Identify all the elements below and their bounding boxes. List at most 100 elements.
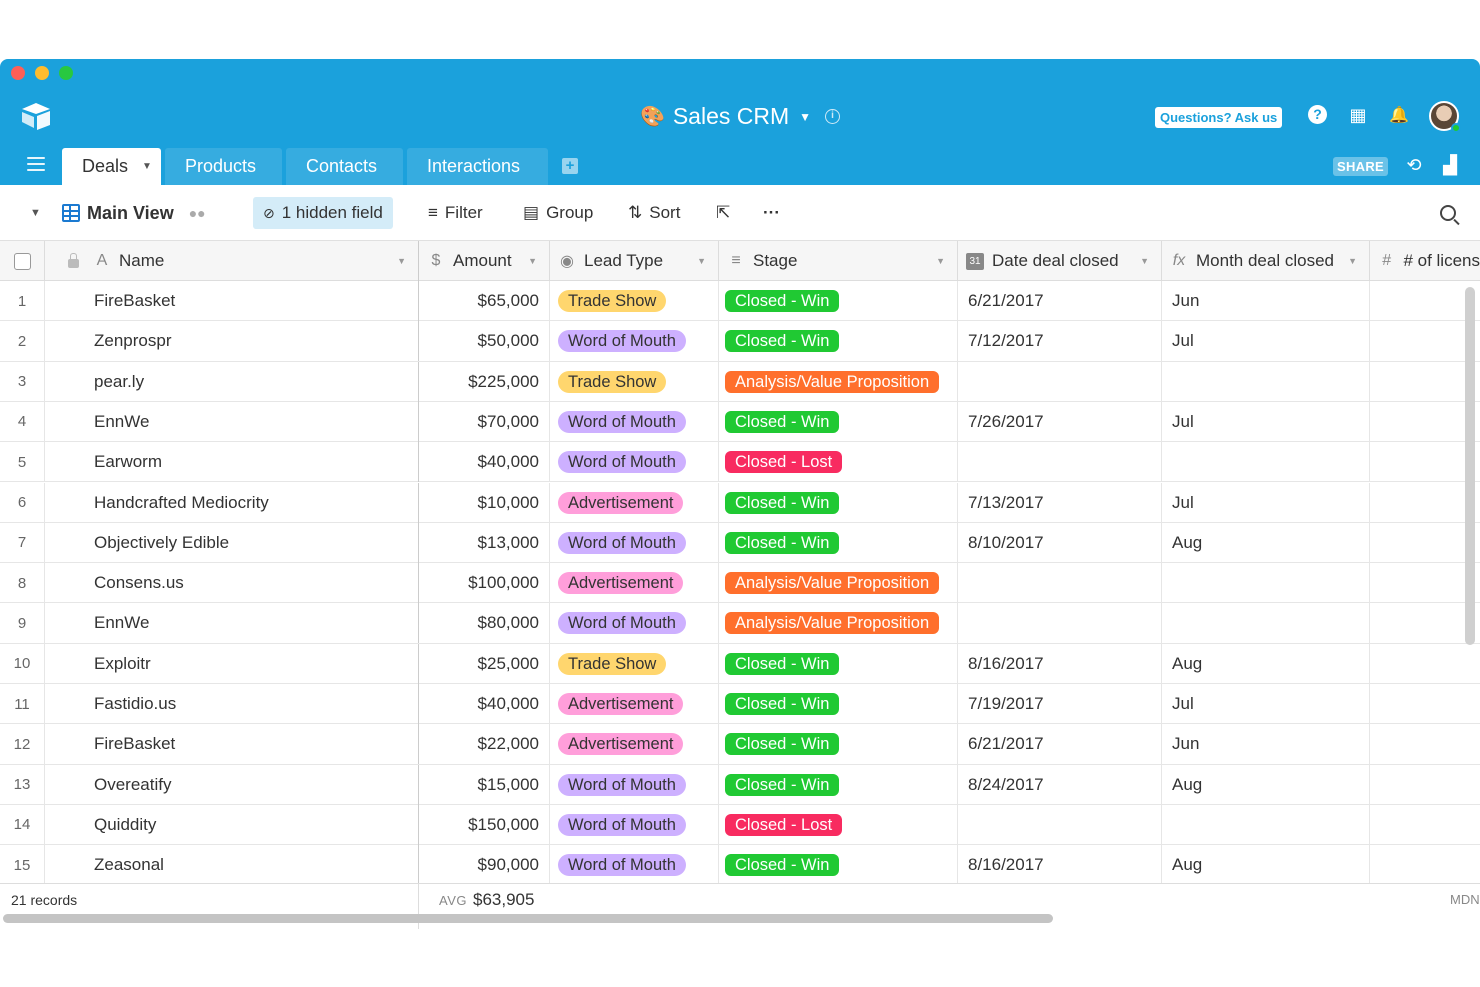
- cell-stage[interactable]: Closed - Win: [719, 401, 958, 442]
- cell-name[interactable]: Consens.us: [45, 563, 419, 604]
- cell-lead-type[interactable]: Word of Mouth: [550, 764, 719, 805]
- table-row[interactable]: 1 FireBasket $65,000 Trade Show Closed - Win…: [0, 281, 1480, 322]
- table-row[interactable]: 4 EnnWe $70,000 Word of Mouth Closed - Win 7/…: [0, 401, 1480, 443]
- bell-icon[interactable]: 🔔: [1389, 107, 1409, 124]
- table-row[interactable]: 7 Objectively Edible $13,000 Word of Mouth C…: [0, 522, 1480, 564]
- cell-name[interactable]: Quiddity: [45, 804, 419, 845]
- cell-name[interactable]: Zenprospr: [45, 321, 419, 362]
- cell-licenses[interactable]: [1370, 805, 1480, 845]
- minimize-window-button[interactable]: [35, 66, 49, 80]
- cell-date-closed[interactable]: [958, 563, 1162, 604]
- cell-licenses[interactable]: [1370, 442, 1480, 482]
- cell-name[interactable]: FireBasket: [45, 724, 419, 765]
- table-row[interactable]: 2 Zenprospr $50,000 Word of Mouth Closed - W…: [0, 321, 1480, 362]
- cell-stage[interactable]: Closed - Lost: [719, 442, 958, 483]
- cell-name[interactable]: pear.ly: [45, 361, 419, 402]
- table-row[interactable]: 15 Zeasonal $90,000 Word of Mouth Closed - W…: [0, 845, 1480, 886]
- cell-licenses[interactable]: [1370, 563, 1480, 603]
- amount-summary[interactable]: AVG $63,905: [439, 890, 535, 909]
- cell-stage[interactable]: Closed - Win: [719, 643, 958, 684]
- cell-stage[interactable]: Analysis/Value Proposition: [719, 603, 958, 644]
- cell-amount[interactable]: $10,000: [419, 482, 550, 523]
- cell-stage[interactable]: Closed - Win: [719, 522, 958, 563]
- cell-name[interactable]: Overeatify: [45, 764, 419, 805]
- cell-lead-type[interactable]: Trade Show: [550, 281, 719, 321]
- apps-icon[interactable]: ▦: [1349, 105, 1367, 125]
- cell-amount[interactable]: $70,000: [419, 401, 550, 442]
- cell-lead-type[interactable]: Word of Mouth: [550, 804, 719, 845]
- vertical-scrollbar[interactable]: [1465, 287, 1475, 645]
- chevron-down-icon[interactable]: ▼: [799, 109, 812, 124]
- cell-date-closed[interactable]: 8/10/2017: [958, 522, 1162, 563]
- cell-amount[interactable]: $22,000: [419, 724, 550, 765]
- chevron-down-icon[interactable]: ▼: [697, 256, 706, 266]
- cell-licenses[interactable]: [1370, 362, 1480, 402]
- cell-date-closed[interactable]: 7/26/2017: [958, 401, 1162, 442]
- tab-contacts[interactable]: Contacts: [286, 148, 403, 185]
- cell-amount[interactable]: $15,000: [419, 764, 550, 805]
- select-all-checkbox[interactable]: [0, 241, 45, 281]
- cell-date-closed[interactable]: [958, 361, 1162, 402]
- cell-licenses[interactable]: [1370, 483, 1480, 523]
- search-icon[interactable]: [1440, 205, 1456, 221]
- cell-lead-type[interactable]: Trade Show: [550, 361, 719, 402]
- cell-licenses[interactable]: [1370, 321, 1480, 361]
- cell-name[interactable]: EnnWe: [45, 401, 419, 442]
- cell-name[interactable]: Earworm: [45, 442, 419, 483]
- cell-stage[interactable]: Closed - Win: [719, 321, 958, 362]
- cell-name[interactable]: Fastidio.us: [45, 684, 419, 724]
- table-row[interactable]: 8 Consens.us $100,000 Advertisement Analysis…: [0, 563, 1480, 604]
- cell-licenses[interactable]: [1370, 644, 1480, 684]
- tab-products[interactable]: Products: [165, 148, 282, 185]
- cell-lead-type[interactable]: Word of Mouth: [550, 603, 719, 644]
- cell-date-closed[interactable]: 7/19/2017: [958, 684, 1162, 724]
- licenses-summary[interactable]: MDN: [1450, 892, 1480, 907]
- cell-licenses[interactable]: [1370, 402, 1480, 442]
- chevron-down-icon[interactable]: ▼: [528, 256, 537, 266]
- cell-date-closed[interactable]: [958, 603, 1162, 644]
- view-switcher[interactable]: Main View ●●: [62, 185, 206, 241]
- cell-date-closed[interactable]: [958, 442, 1162, 483]
- cell-date-closed[interactable]: 7/13/2017: [958, 482, 1162, 523]
- cell-amount[interactable]: $100,000: [419, 563, 550, 604]
- cell-name[interactable]: Exploitr: [45, 643, 419, 684]
- blocks-icon[interactable]: ▟: [1443, 155, 1457, 175]
- cell-date-closed[interactable]: 8/24/2017: [958, 764, 1162, 805]
- tab-interactions[interactable]: Interactions: [407, 148, 548, 185]
- cell-lead-type[interactable]: Advertisement: [550, 563, 719, 604]
- cell-stage[interactable]: Analysis/Value Proposition: [719, 563, 958, 604]
- cell-lead-type[interactable]: Word of Mouth: [550, 321, 719, 362]
- cell-lead-type[interactable]: Advertisement: [550, 684, 719, 724]
- sort-button[interactable]: ⇅ Sort: [628, 203, 681, 222]
- cell-date-closed[interactable]: [958, 804, 1162, 845]
- cell-stage[interactable]: Closed - Win: [719, 684, 958, 724]
- table-row[interactable]: 9 EnnWe $80,000 Word of Mouth Analysis/Value…: [0, 603, 1480, 644]
- cell-lead-type[interactable]: Trade Show: [550, 643, 719, 684]
- airtable-logo-icon[interactable]: [20, 101, 52, 131]
- add-table-button[interactable]: +: [562, 158, 578, 174]
- cell-amount[interactable]: $90,000: [419, 845, 550, 886]
- table-row[interactable]: 13 Overeatify $15,000 Word of Mouth Closed -…: [0, 764, 1480, 805]
- cell-date-closed[interactable]: 6/21/2017: [958, 281, 1162, 321]
- zoom-window-button[interactable]: [59, 66, 73, 80]
- cell-stage[interactable]: Closed - Win: [719, 845, 958, 886]
- column-header-name[interactable]: A Name ▼: [45, 241, 419, 281]
- cell-name[interactable]: FireBasket: [45, 281, 419, 321]
- view-switcher-chevron-icon[interactable]: ▼: [30, 207, 41, 219]
- help-icon[interactable]: ?: [1308, 105, 1330, 127]
- cell-stage[interactable]: Closed - Win: [719, 764, 958, 805]
- column-header-licenses[interactable]: # # of licens: [1370, 241, 1480, 281]
- cell-lead-type[interactable]: Advertisement: [550, 724, 719, 765]
- table-row[interactable]: 6 Handcrafted Mediocrity $10,000 Advertisem…: [0, 482, 1480, 523]
- column-header-month-closed[interactable]: fx Month deal closed ▼: [1162, 241, 1370, 281]
- table-row[interactable]: 14 Quiddity $150,000 Word of Mouth Closed - …: [0, 804, 1480, 846]
- table-row[interactable]: 11 Fastidio.us $40,000 Advertisement Closed …: [0, 684, 1480, 725]
- cell-stage[interactable]: Closed - Win: [719, 724, 958, 765]
- share-view-icon[interactable]: ⇱: [716, 203, 731, 222]
- hidden-fields-button[interactable]: ⊘ 1 hidden field: [253, 197, 393, 229]
- table-row[interactable]: 12 FireBasket $22,000 Advertisement Closed -…: [0, 724, 1480, 765]
- column-header-date-closed[interactable]: 31 Date deal closed ▼: [958, 241, 1162, 281]
- cell-licenses[interactable]: [1370, 724, 1480, 764]
- cell-name[interactable]: Objectively Edible: [45, 522, 419, 563]
- cell-licenses[interactable]: [1370, 523, 1480, 563]
